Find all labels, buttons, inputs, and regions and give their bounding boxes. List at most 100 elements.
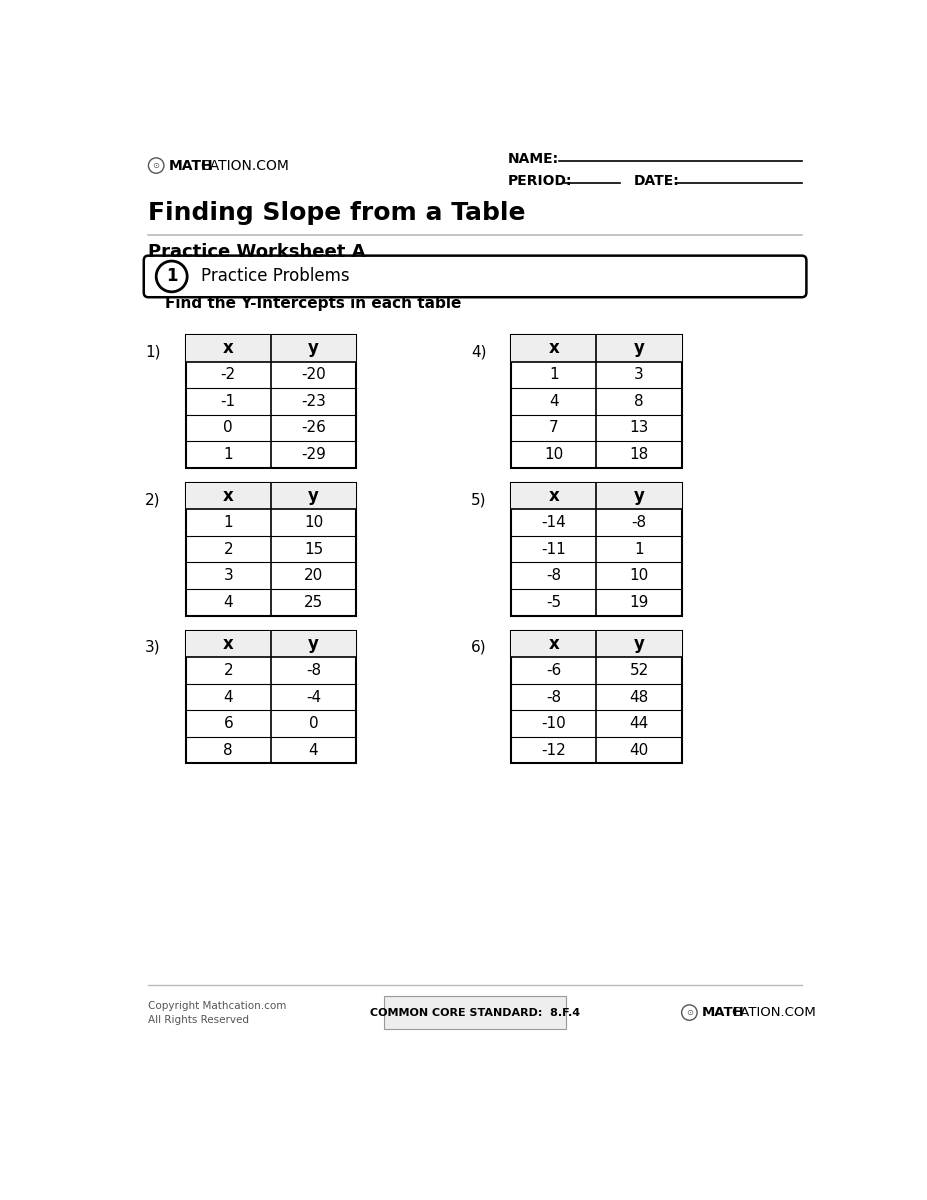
Bar xyxy=(185,631,356,658)
Text: x: x xyxy=(549,340,559,358)
Text: 1: 1 xyxy=(223,448,233,462)
Text: 0: 0 xyxy=(223,420,233,436)
Text: Finding Slope from a Table: Finding Slope from a Table xyxy=(148,202,526,226)
Text: Practice Worksheet A: Practice Worksheet A xyxy=(148,242,366,260)
Text: 3: 3 xyxy=(223,569,233,583)
Text: 10: 10 xyxy=(544,448,564,462)
Text: -8: -8 xyxy=(631,515,646,530)
Text: COMMON CORE STANDARD:  8.F.4: COMMON CORE STANDARD: 8.F.4 xyxy=(370,1008,579,1018)
Text: 3): 3) xyxy=(146,640,160,655)
Text: NAME:: NAME: xyxy=(507,152,558,167)
Text: 4: 4 xyxy=(549,394,559,409)
Text: y: y xyxy=(308,635,319,653)
Text: Find the Y-Intercepts in each table: Find the Y-Intercepts in each table xyxy=(166,296,462,311)
Bar xyxy=(511,335,681,468)
Text: 25: 25 xyxy=(304,595,324,610)
Text: 48: 48 xyxy=(629,690,649,704)
Text: 4: 4 xyxy=(223,595,233,610)
Text: 3: 3 xyxy=(634,367,644,383)
Text: x: x xyxy=(549,487,559,505)
Bar xyxy=(185,335,356,468)
Text: 1): 1) xyxy=(146,344,160,359)
Text: x: x xyxy=(549,635,559,653)
Text: 10: 10 xyxy=(629,569,649,583)
Text: 10: 10 xyxy=(304,515,324,530)
Text: -12: -12 xyxy=(541,743,566,757)
Text: y: y xyxy=(633,635,644,653)
Text: -26: -26 xyxy=(301,420,326,436)
Text: 8: 8 xyxy=(634,394,644,409)
Bar xyxy=(511,631,681,658)
Bar xyxy=(185,482,356,509)
Bar xyxy=(185,631,356,763)
Bar xyxy=(511,482,681,616)
Text: 1: 1 xyxy=(549,367,559,383)
Text: -11: -11 xyxy=(541,541,566,557)
Bar xyxy=(511,482,681,509)
Text: 1: 1 xyxy=(634,541,644,557)
Text: PERIOD:: PERIOD: xyxy=(507,174,572,188)
Text: 4: 4 xyxy=(309,743,318,757)
Text: x: x xyxy=(222,635,234,653)
Text: 15: 15 xyxy=(304,541,324,557)
Text: CATION.COM: CATION.COM xyxy=(201,158,289,173)
Text: 2): 2) xyxy=(146,492,160,508)
Circle shape xyxy=(156,262,187,292)
Bar xyxy=(511,335,681,361)
Text: -4: -4 xyxy=(306,690,321,704)
Text: 6: 6 xyxy=(223,716,233,731)
Text: -8: -8 xyxy=(546,690,562,704)
Text: 8: 8 xyxy=(223,743,233,757)
Text: x: x xyxy=(222,340,234,358)
Text: -20: -20 xyxy=(301,367,326,383)
Text: 40: 40 xyxy=(629,743,649,757)
Text: 2: 2 xyxy=(223,662,233,678)
Text: -6: -6 xyxy=(546,662,562,678)
Text: -1: -1 xyxy=(221,394,235,409)
Text: 52: 52 xyxy=(629,662,649,678)
Text: y: y xyxy=(633,340,644,358)
Text: 4: 4 xyxy=(223,690,233,704)
Text: 13: 13 xyxy=(629,420,649,436)
Circle shape xyxy=(681,1004,697,1020)
Text: -8: -8 xyxy=(306,662,321,678)
Text: -14: -14 xyxy=(541,515,566,530)
Text: -23: -23 xyxy=(301,394,326,409)
Text: 1: 1 xyxy=(223,515,233,530)
Text: DATE:: DATE: xyxy=(633,174,679,188)
Bar xyxy=(185,482,356,616)
Bar xyxy=(185,335,356,361)
FancyBboxPatch shape xyxy=(144,256,806,298)
Text: ⊙: ⊙ xyxy=(153,161,159,170)
Text: 20: 20 xyxy=(304,569,324,583)
Text: MATH: MATH xyxy=(169,158,213,173)
Text: -29: -29 xyxy=(301,448,326,462)
Text: 6): 6) xyxy=(471,640,487,655)
Text: Copyright Mathcation.com: Copyright Mathcation.com xyxy=(148,1001,286,1012)
Text: 18: 18 xyxy=(629,448,649,462)
Text: -5: -5 xyxy=(546,595,562,610)
Text: 0: 0 xyxy=(309,716,318,731)
Text: y: y xyxy=(308,487,319,505)
Text: 44: 44 xyxy=(629,716,649,731)
Text: -8: -8 xyxy=(546,569,562,583)
Text: -2: -2 xyxy=(221,367,235,383)
Bar xyxy=(384,996,565,1028)
Bar xyxy=(511,631,681,763)
Text: y: y xyxy=(308,340,319,358)
Text: 19: 19 xyxy=(629,595,649,610)
Text: 5): 5) xyxy=(471,492,487,508)
Text: 2: 2 xyxy=(223,541,233,557)
Text: x: x xyxy=(222,487,234,505)
Text: 1: 1 xyxy=(166,268,177,286)
Text: 4): 4) xyxy=(471,344,487,359)
Text: -10: -10 xyxy=(541,716,566,731)
Text: Practice Problems: Practice Problems xyxy=(201,268,349,286)
Text: All Rights Reserved: All Rights Reserved xyxy=(148,1015,249,1025)
Text: ⊙: ⊙ xyxy=(686,1008,692,1018)
Text: 7: 7 xyxy=(549,420,559,436)
Text: MATH: MATH xyxy=(702,1006,744,1019)
Text: CATION.COM: CATION.COM xyxy=(731,1006,816,1019)
Circle shape xyxy=(148,158,164,173)
Text: y: y xyxy=(633,487,644,505)
